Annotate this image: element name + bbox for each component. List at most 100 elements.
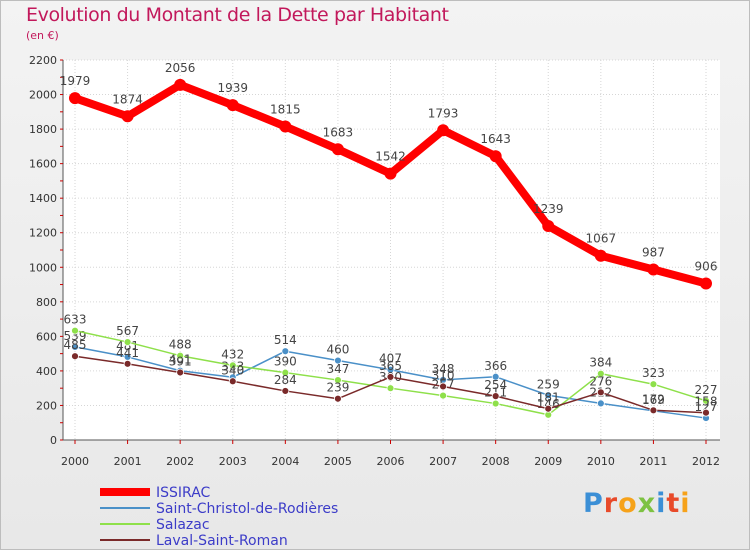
data-point (489, 150, 502, 163)
data-label: 514 (274, 333, 297, 347)
data-label: 366 (484, 359, 507, 373)
data-point (700, 277, 712, 290)
data-label: 347 (326, 362, 349, 376)
logo-letter: P (583, 488, 604, 519)
data-point (544, 391, 553, 400)
data-point (544, 404, 553, 413)
data-label: 259 (537, 377, 560, 391)
logo-letter: t (666, 488, 681, 519)
x-tick-label: 2000 (61, 455, 89, 468)
data-label: 390 (274, 355, 297, 369)
data-label: 384 (589, 356, 612, 370)
data-point (596, 399, 605, 408)
data-label: 441 (116, 346, 139, 360)
logo-letter: o (618, 488, 638, 519)
data-point (71, 352, 79, 361)
data-point (649, 406, 658, 415)
data-label: 488 (169, 338, 192, 352)
data-label: 432 (221, 347, 244, 361)
data-label: 340 (221, 363, 244, 377)
data-point (176, 368, 185, 377)
logo-letter: r (603, 488, 619, 519)
data-point (69, 92, 81, 105)
data-label: 1793 (428, 106, 459, 120)
x-tick-label: 2009 (534, 455, 562, 468)
data-point (596, 369, 605, 378)
data-label: 227 (695, 383, 718, 397)
data-point (228, 377, 237, 386)
data-label: 239 (326, 381, 349, 395)
data-point (491, 399, 500, 408)
x-tick-label: 2008 (482, 455, 510, 468)
data-label: 1683 (323, 125, 354, 139)
data-point (439, 391, 447, 400)
data-label: 348 (432, 362, 455, 376)
data-label: 127 (695, 400, 718, 414)
data-label: 310 (432, 368, 455, 382)
data-label: 365 (379, 359, 402, 373)
data-point (386, 384, 395, 393)
data-label: 1939 (217, 81, 248, 95)
chart-title: Evolution du Montant de la Dette par Hab… (26, 4, 449, 26)
legend-label: ISSIRAC (156, 485, 211, 501)
data-label: 172 (642, 392, 665, 406)
data-label: 1815 (270, 103, 301, 117)
data-point (386, 373, 395, 381)
data-point (437, 124, 450, 137)
data-point (649, 380, 658, 389)
proxiti-logo: Proxiti (583, 488, 691, 519)
data-point (596, 388, 605, 397)
data-point (702, 396, 710, 405)
y-tick-label: 2000 (29, 89, 57, 102)
data-label: 485 (64, 338, 87, 352)
y-tick-label: 0 (50, 434, 57, 447)
y-tick-label: 400 (36, 365, 57, 378)
data-point (71, 326, 79, 335)
data-label: 169 (642, 393, 665, 407)
y-tick-label: 200 (36, 399, 57, 412)
data-label: 1874 (112, 92, 143, 106)
data-label: 1542 (375, 150, 406, 164)
data-label: 2056 (165, 61, 196, 75)
data-point (334, 394, 342, 403)
data-point (594, 249, 607, 262)
y-tick-label: 1200 (29, 227, 57, 240)
data-label: 460 (326, 343, 349, 357)
data-label: 407 (379, 352, 402, 366)
data-point (439, 382, 447, 391)
data-point (331, 143, 344, 156)
y-tick-label: 1400 (29, 192, 57, 205)
y-tick-label: 1600 (29, 158, 57, 171)
data-label: 567 (116, 324, 139, 338)
legend-label: Saint-Christol-de-Rodières (156, 501, 338, 517)
data-label: 323 (642, 366, 665, 380)
data-label: 284 (274, 373, 297, 387)
data-label: 254 (484, 378, 507, 392)
data-point (491, 372, 500, 381)
data-label: 1067 (586, 232, 617, 246)
data-label: 276 (589, 374, 612, 388)
data-point (491, 392, 500, 401)
data-label: 181 (537, 391, 560, 405)
x-tick-label: 2001 (114, 455, 142, 468)
x-tick-label: 2007 (429, 455, 457, 468)
x-tick-label: 2003 (219, 455, 247, 468)
data-point (384, 167, 397, 180)
x-tick-label: 2006 (377, 455, 405, 468)
data-point (228, 361, 237, 370)
data-point (702, 408, 710, 417)
data-point (123, 359, 132, 368)
data-point (647, 263, 660, 276)
data-label: 1979 (60, 74, 91, 88)
data-point (542, 219, 555, 232)
data-point (121, 110, 134, 123)
legend-label: Laval-Saint-Roman (156, 533, 288, 549)
data-label: 391 (169, 354, 192, 368)
data-point (334, 356, 342, 365)
data-point (279, 120, 292, 133)
data-label: 1643 (480, 132, 511, 146)
data-label: 1239 (533, 202, 564, 216)
x-tick-label: 2012 (692, 455, 720, 468)
y-tick-label: 2200 (29, 54, 57, 67)
